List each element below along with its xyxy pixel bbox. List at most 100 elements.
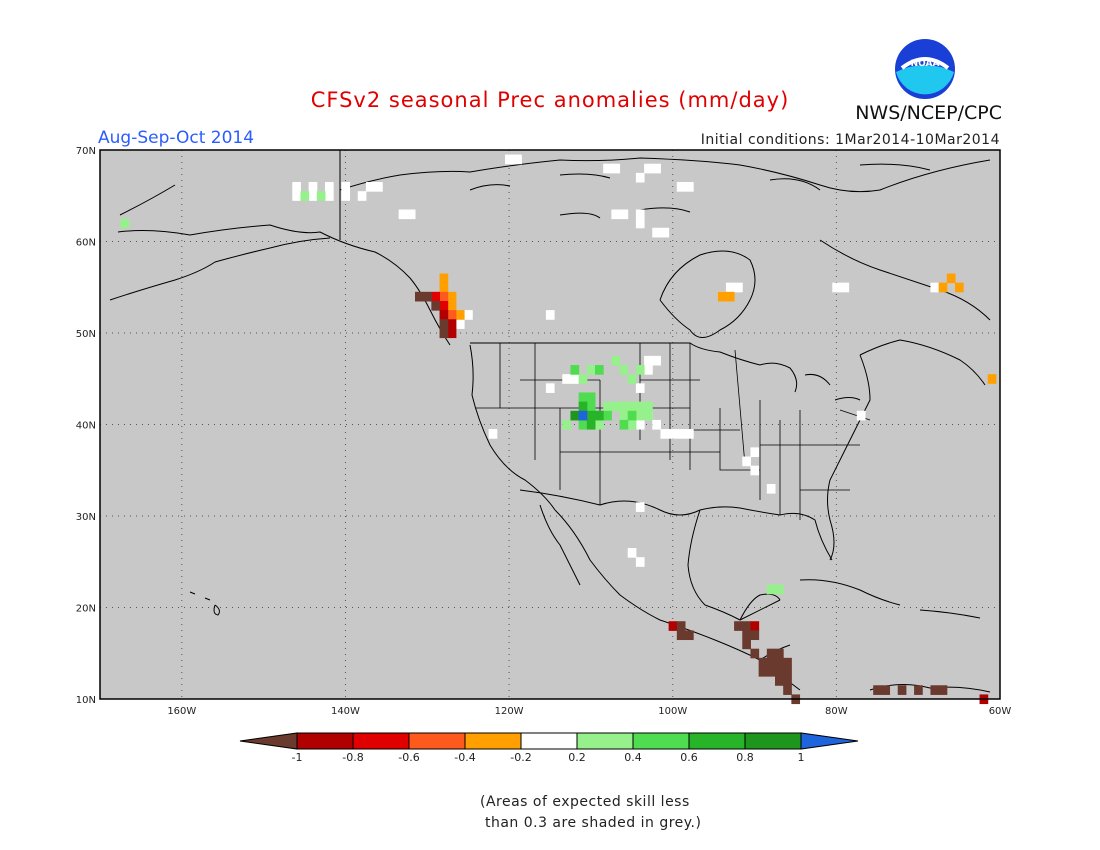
- legend-tick-label: -0.4: [454, 751, 475, 764]
- lat-tick-label: 70N: [76, 146, 96, 157]
- anomaly-cell: [676, 182, 686, 192]
- legend-swatch: [464, 732, 522, 750]
- anomaly-cell: [725, 282, 735, 293]
- organization-label: NWS/NCEP/CPC: [855, 102, 1002, 124]
- anomaly-cell: [635, 502, 645, 512]
- legend-tick-label: 0.2: [568, 751, 586, 764]
- anomaly-cell: [660, 227, 670, 238]
- anomaly-cell: [734, 621, 743, 631]
- skill-note: (Areas of expected skill less than 0.3 a…: [480, 794, 702, 831]
- anomaly-cell: [856, 410, 866, 421]
- anomaly-cell: [766, 584, 776, 595]
- lat-tick-label: 40N: [76, 421, 96, 432]
- anomaly-cell: [308, 182, 318, 192]
- anomaly-cell: [586, 392, 596, 403]
- anomaly-cell: [431, 291, 441, 302]
- anomaly-cell: [742, 456, 751, 467]
- anomaly-cell: [398, 209, 408, 220]
- anomaly-cell: [766, 666, 776, 677]
- legend-swatch: [576, 732, 634, 750]
- anomaly-cell: [635, 557, 645, 567]
- anomaly-cell: [644, 365, 653, 375]
- anomaly-cell: [570, 374, 580, 384]
- anomaly-cell: [570, 365, 580, 375]
- anomaly-cell: [766, 648, 776, 659]
- anomaly-cell: [832, 282, 841, 293]
- anomaly-cell: [750, 465, 760, 476]
- color-legend: -1 -0.8 -0.6 -0.4 -0.2 0.2 0.4 0.6 0.8 1: [239, 732, 859, 764]
- legend-swatch: [408, 732, 466, 750]
- anomaly-cell: [725, 291, 735, 302]
- anomaly-cell: [316, 191, 326, 201]
- lat-tick-label: 50N: [76, 329, 96, 340]
- anomaly-cell: [660, 429, 670, 439]
- anomaly-cell: [341, 182, 351, 192]
- anomaly-cell: [365, 182, 375, 192]
- anomaly-cell: [578, 410, 588, 421]
- anomaly-cell: [325, 182, 334, 192]
- legend-tick-label: -0.2: [510, 751, 531, 764]
- anomaly-cell: [627, 419, 637, 430]
- anomaly-cell: [447, 300, 457, 311]
- lat-tick-label: 30N: [76, 512, 96, 523]
- legend-arrow-right: [800, 732, 859, 750]
- anomaly-cell: [676, 429, 686, 439]
- anomaly-cell: [439, 282, 449, 293]
- anomaly-cell: [406, 209, 416, 220]
- anomaly-cell: [595, 410, 604, 421]
- anomaly-cell: [644, 410, 653, 421]
- anomaly-cell: [930, 282, 940, 293]
- anomaly-cell: [685, 429, 694, 439]
- anomaly-cell: [750, 621, 760, 631]
- anomaly-cell: [676, 621, 686, 631]
- anomaly-cell: [619, 410, 629, 421]
- anomaly-cell: [595, 419, 604, 430]
- legend-swatch: [744, 732, 802, 750]
- anomaly-cell: [627, 374, 637, 384]
- anomaly-cell: [635, 209, 645, 220]
- legend-tick-label: 0.4: [624, 751, 642, 764]
- anomaly-cell: [603, 410, 612, 421]
- anomaly-cell: [627, 548, 637, 558]
- anomaly-cell: [775, 657, 784, 668]
- anomaly-cell: [652, 163, 661, 174]
- anomaly-cell: [635, 172, 645, 183]
- anomaly-cell: [627, 410, 637, 421]
- lat-tick-label: 10N: [76, 695, 96, 706]
- anomaly-cell: [308, 191, 318, 201]
- anomaly-cell: [946, 273, 956, 284]
- anomaly-cell: [603, 163, 612, 174]
- anomaly-cell: [578, 401, 588, 412]
- anomaly-cell: [783, 657, 792, 668]
- legend-tick-label: -1: [292, 751, 303, 764]
- anomaly-cell: [447, 310, 457, 320]
- anomaly-cell: [750, 447, 760, 458]
- noaa-logo: NOAA: [895, 39, 955, 99]
- anomaly-cell: [627, 401, 637, 412]
- anomaly-cell: [292, 191, 301, 201]
- anomaly-cell: [644, 355, 653, 366]
- anomaly-cell: [619, 401, 629, 412]
- legend-tick-label: -0.8: [342, 751, 363, 764]
- anomaly-cell: [611, 163, 621, 174]
- anomaly-cell: [439, 319, 449, 329]
- anomaly-cell: [644, 401, 653, 412]
- anomaly-cell: [766, 657, 776, 668]
- logo-text: NOAA: [911, 59, 940, 69]
- anomaly-cell: [840, 282, 850, 293]
- legend-swatch: [352, 732, 410, 750]
- anomaly-cell: [562, 419, 571, 430]
- anomaly-cell: [873, 685, 882, 695]
- anomaly-cell: [611, 355, 621, 366]
- anomaly-cell: [488, 429, 498, 439]
- map-gridlines: [100, 150, 1000, 699]
- legend-swatch: [688, 732, 746, 750]
- anomaly-cell: [783, 666, 792, 677]
- anomaly-cell: [775, 676, 784, 686]
- anomaly-cell: [987, 374, 997, 384]
- anomaly-cell: [955, 282, 964, 293]
- lon-tick-label: 80W: [825, 706, 848, 717]
- anomaly-cell: [586, 401, 596, 412]
- anomaly-cell: [578, 392, 588, 403]
